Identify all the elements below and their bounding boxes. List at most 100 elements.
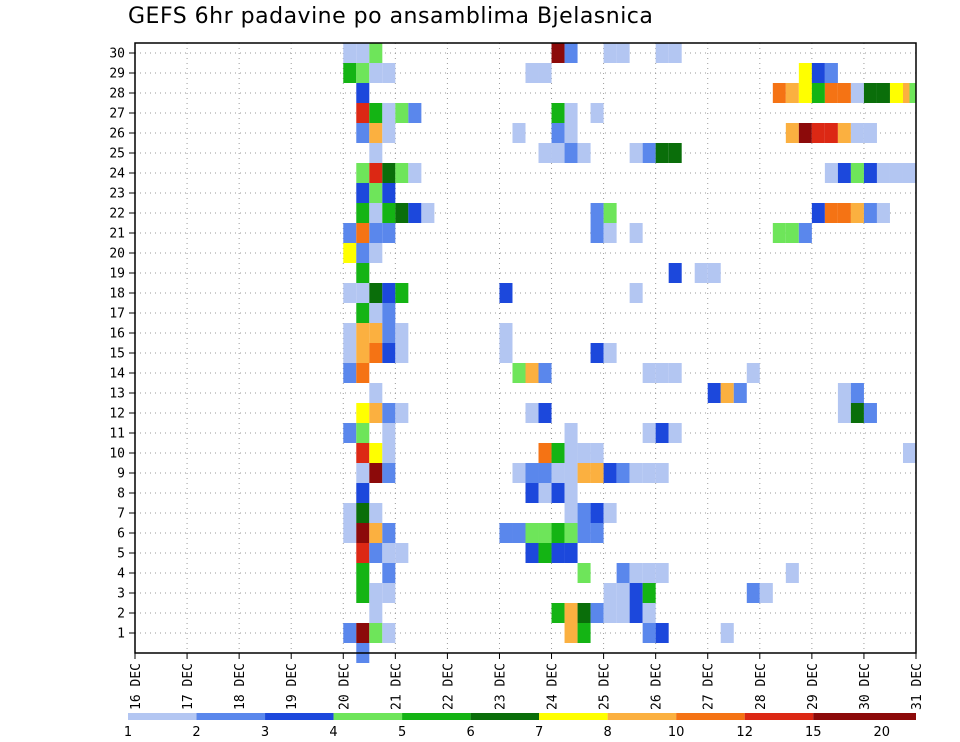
- heatmap-cell: [837, 203, 851, 223]
- heatmap-cell: [356, 343, 370, 363]
- heatmap-cell: [564, 463, 578, 483]
- y-tick-label: 14: [109, 367, 125, 382]
- heatmap-cell: [369, 303, 383, 323]
- heatmap-cell: [395, 403, 409, 423]
- heatmap-cell: [356, 483, 370, 503]
- heatmap-cell: [343, 623, 357, 643]
- heatmap-cell: [525, 483, 539, 503]
- heatmap-cell: [369, 123, 383, 143]
- heatmap-cell: [369, 623, 383, 643]
- heatmap-cell: [772, 223, 786, 243]
- heatmap-cell: [577, 603, 591, 623]
- heatmap-cell: [629, 603, 643, 623]
- heatmap-cell: [837, 403, 851, 423]
- y-tick-label: 5: [117, 547, 125, 562]
- heatmap-cell: [655, 463, 669, 483]
- heatmap-cell: [499, 523, 513, 543]
- heatmap-cell: [356, 223, 370, 243]
- heatmap-cell: [395, 283, 409, 303]
- heatmap-cell: [356, 623, 370, 643]
- heatmap-cell: [356, 363, 370, 383]
- heatmap-cell: [382, 283, 396, 303]
- heatmap-cell: [369, 583, 383, 603]
- heatmap-cell: [551, 523, 565, 543]
- heatmap-cell: [668, 263, 682, 283]
- heatmap-cell: [564, 43, 578, 63]
- heatmap-cell: [512, 463, 526, 483]
- heatmap-cell: [356, 283, 370, 303]
- colorbar-swatch: [607, 713, 677, 720]
- heatmap-cell: [551, 123, 565, 143]
- x-tick-label: 23 DEC: [493, 663, 508, 710]
- heatmap-cell: [356, 423, 370, 443]
- heatmap-cell: [356, 63, 370, 83]
- colorbar-swatch: [196, 713, 266, 720]
- heatmap-cell: [577, 523, 591, 543]
- heatmap-cell: [512, 123, 526, 143]
- heatmap-cell: [382, 463, 396, 483]
- heatmap-cell: [603, 503, 617, 523]
- heatmap-cell: [499, 283, 513, 303]
- heatmap-cell: [668, 423, 682, 443]
- y-tick-label: 20: [109, 247, 125, 262]
- heatmap-cell: [356, 403, 370, 423]
- heatmap-cell: [356, 183, 370, 203]
- y-tick-label: 25: [109, 147, 125, 162]
- x-tick-label: 22 DEC: [441, 663, 456, 710]
- heatmap-cell: [382, 123, 396, 143]
- heatmap-cell: [785, 563, 799, 583]
- heatmap-cell: [642, 623, 656, 643]
- heatmap-cell: [850, 403, 864, 423]
- heatmap-cell: [603, 223, 617, 243]
- y-tick-label: 24: [109, 167, 125, 182]
- colorbar-swatch: [744, 713, 814, 720]
- colorbar-swatch: [128, 713, 197, 720]
- heatmap-cell: [707, 383, 721, 403]
- heatmap-cell: [369, 243, 383, 263]
- x-tick-label: 20 DEC: [337, 663, 352, 710]
- heatmap-cell: [356, 323, 370, 343]
- heatmap-cell: [863, 123, 877, 143]
- heatmap-cell: [551, 143, 565, 163]
- heatmap-cell: [564, 623, 578, 643]
- heatmap-cell: [720, 383, 734, 403]
- heatmap-cell: [785, 123, 799, 143]
- heatmap-cell: [343, 283, 357, 303]
- heatmap-cell: [382, 623, 396, 643]
- colorbar-swatch: [470, 713, 540, 720]
- colorbar-label: 10: [668, 725, 685, 740]
- heatmap-cell: [850, 163, 864, 183]
- heatmap-cell: [395, 163, 409, 183]
- heatmap-cell: [577, 463, 591, 483]
- y-tick-label: 15: [109, 347, 125, 362]
- colorbar-label: 12: [736, 725, 753, 740]
- x-tick-label: 19 DEC: [285, 663, 300, 710]
- heatmap-cell: [746, 363, 760, 383]
- heatmap-cell: [525, 543, 539, 563]
- heatmap-cell: [811, 123, 825, 143]
- heatmap-cell: [382, 443, 396, 463]
- heatmap-cell: [369, 43, 383, 63]
- x-tick-label: 29 DEC: [806, 663, 821, 710]
- heatmap-cell: [798, 223, 812, 243]
- heatmap-cell: [512, 363, 526, 383]
- heatmap-cell: [356, 163, 370, 183]
- heatmap-cell: [525, 363, 539, 383]
- heatmap-cell: [837, 83, 851, 103]
- heatmap-cell: [668, 363, 682, 383]
- y-tick-label: 3: [117, 587, 125, 602]
- heatmap-cell: [356, 123, 370, 143]
- heatmap-cell: [343, 43, 357, 63]
- heatmap-cell: [590, 523, 604, 543]
- heatmap-cell: [655, 423, 669, 443]
- heatmap-cell: [577, 623, 591, 643]
- heatmap-cell: [590, 343, 604, 363]
- y-tick-label: 30: [109, 47, 125, 62]
- heatmap-cell: [603, 203, 617, 223]
- heatmap-cell: [538, 523, 552, 543]
- plot-frame: [134, 42, 917, 654]
- heatmap-cell: [551, 443, 565, 463]
- heatmap-cell: [382, 343, 396, 363]
- heatmap-cell: [538, 363, 552, 383]
